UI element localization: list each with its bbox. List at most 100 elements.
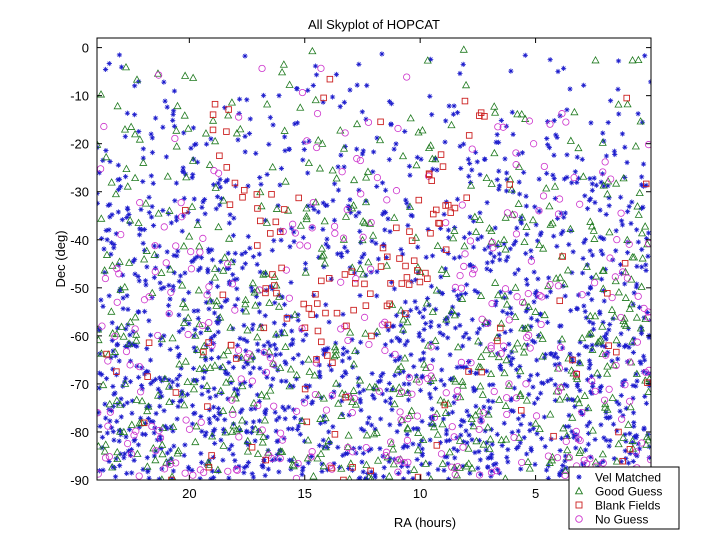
data-point	[386, 458, 392, 465]
data-point	[209, 111, 217, 118]
legend-label: Vel Matched	[595, 471, 661, 485]
data-point	[439, 367, 445, 373]
data-point	[251, 301, 260, 309]
data-point	[160, 124, 166, 130]
data-point	[126, 317, 135, 326]
data-point	[244, 428, 250, 434]
data-point	[520, 237, 529, 246]
data-point	[464, 440, 470, 446]
data-point	[200, 199, 206, 205]
data-point	[437, 440, 443, 446]
data-point	[170, 111, 176, 118]
data-point	[320, 226, 326, 232]
data-point	[558, 231, 564, 237]
data-point	[638, 324, 644, 331]
data-point	[112, 396, 121, 404]
data-point	[503, 209, 512, 217]
data-point	[118, 451, 124, 457]
data-point	[111, 189, 121, 198]
data-point	[272, 409, 278, 415]
data-point	[237, 375, 245, 383]
data-point	[273, 428, 279, 434]
data-point	[167, 296, 173, 302]
data-point	[472, 387, 479, 393]
data-point	[405, 389, 411, 395]
data-point	[103, 227, 109, 234]
data-point	[122, 164, 131, 173]
data-point	[239, 194, 246, 201]
data-point	[495, 467, 501, 473]
data-point	[182, 416, 190, 424]
data-point	[107, 418, 113, 424]
data-point	[228, 396, 236, 404]
data-point	[609, 358, 615, 364]
data-point	[569, 428, 575, 435]
data-point	[518, 421, 524, 428]
data-point	[145, 339, 153, 347]
data-point	[172, 242, 180, 250]
data-point	[267, 230, 274, 237]
data-point	[618, 194, 624, 200]
data-point	[264, 374, 270, 380]
data-point	[246, 355, 255, 363]
data-point	[589, 181, 595, 187]
data-point	[245, 183, 251, 189]
y-tick-label: -90	[70, 473, 89, 488]
data-point	[389, 384, 398, 393]
data-point	[629, 199, 635, 205]
data-point	[578, 291, 586, 299]
data-point	[211, 386, 217, 392]
data-point	[321, 264, 327, 270]
data-point	[350, 175, 359, 184]
data-point	[576, 200, 584, 208]
data-point	[100, 266, 109, 274]
data-point	[528, 248, 534, 254]
data-point	[143, 406, 152, 415]
data-point	[144, 264, 150, 270]
data-point	[280, 126, 289, 134]
data-point	[613, 248, 619, 254]
data-point	[289, 328, 295, 334]
data-point	[582, 262, 591, 270]
data-point	[101, 454, 110, 462]
data-point	[364, 257, 373, 266]
data-point	[507, 246, 513, 252]
data-point	[505, 316, 513, 324]
data-point	[562, 118, 570, 126]
data-point	[537, 232, 543, 238]
data-point	[153, 376, 159, 383]
data-point	[278, 165, 285, 172]
data-point	[340, 452, 346, 458]
data-point	[605, 119, 611, 126]
data-point	[588, 377, 596, 385]
data-point	[447, 209, 454, 216]
data-point	[597, 388, 603, 394]
data-point	[494, 239, 503, 247]
data-point	[413, 277, 419, 283]
data-point	[326, 319, 332, 325]
data-point	[142, 308, 148, 315]
data-point	[131, 129, 140, 138]
data-point	[434, 345, 440, 351]
data-point	[550, 182, 560, 190]
data-point	[487, 342, 495, 350]
data-point	[562, 424, 569, 430]
data-point	[178, 299, 188, 307]
data-point	[501, 401, 510, 409]
data-point	[428, 319, 434, 325]
data-point	[137, 388, 145, 396]
data-point	[214, 169, 223, 177]
data-point	[568, 396, 574, 403]
data-point	[117, 286, 123, 292]
data-point	[607, 321, 613, 328]
data-point	[431, 336, 440, 344]
data-point	[501, 295, 508, 301]
data-point	[136, 232, 143, 238]
data-point	[154, 331, 162, 340]
data-point	[230, 272, 236, 278]
data-point	[405, 374, 413, 382]
data-point	[524, 231, 530, 238]
data-point	[161, 333, 167, 339]
data-point	[373, 173, 381, 182]
data-point	[581, 239, 587, 246]
